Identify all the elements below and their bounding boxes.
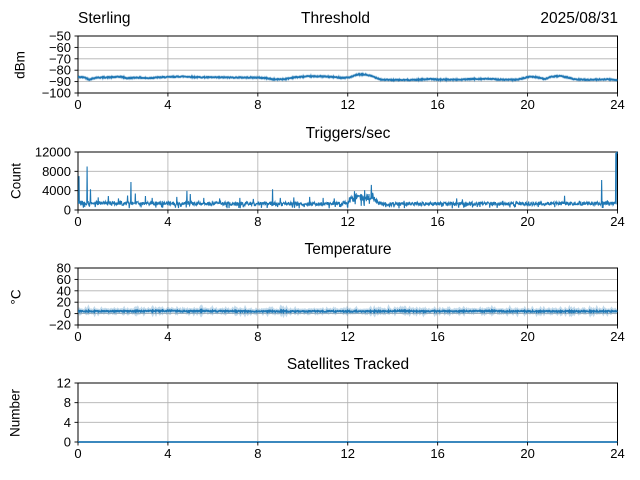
subplot-satellites: 0 4 8 12 16 20 24 0 4 8 12: [57, 376, 625, 462]
x-tick-label: 16: [430, 214, 444, 229]
subplot1-title-row: Sterling Threshold 2025/08/31: [78, 11, 618, 27]
y-tick-label: 40: [57, 283, 71, 298]
subplot2-ylabel: Count: [8, 162, 24, 200]
x-tick-label: 20: [520, 214, 534, 229]
x-tick-label: 12: [341, 214, 355, 229]
x-tick-label: 12: [341, 329, 355, 344]
y-tick-label: 80: [57, 261, 71, 276]
y-tick-label: 0: [64, 435, 71, 450]
subplot-threshold: 0 4 8 12 16 20 24 −100−90−80−70−60−50: [42, 29, 625, 113]
y-tick-label: −70: [49, 51, 71, 66]
y-tick-label: −50: [49, 29, 71, 44]
x-tick-label: 12: [341, 446, 355, 461]
data-line-triggers: [78, 151, 618, 209]
data-line-temperature: [78, 307, 618, 315]
y-tick-label: 4000: [42, 183, 71, 198]
x-tick-label: 4: [164, 97, 171, 112]
x-tick-label: 0: [74, 214, 81, 229]
x-tick-label: 8: [254, 214, 261, 229]
y-tick-label: −80: [49, 63, 71, 78]
x-tick-label: 24: [610, 446, 624, 461]
x-tick-label: 24: [610, 214, 624, 229]
x-tick-label: 4: [164, 329, 171, 344]
subplot3-ylabel: °C: [8, 288, 24, 305]
x-tick-label: 16: [430, 329, 444, 344]
x-tick-label: 16: [430, 97, 444, 112]
y-tick-label: 4: [64, 415, 71, 430]
subplot4-title: Satellites Tracked: [286, 356, 410, 373]
station-label: Sterling: [78, 10, 131, 27]
y-tick-label: −90: [49, 74, 71, 89]
y-tick-label: 20: [57, 295, 71, 310]
subplot1-ylabel: dBm: [12, 50, 28, 79]
x-tick-label: 0: [74, 97, 81, 112]
y-tick-label: 0: [64, 203, 71, 218]
subplot2-title: Triggers/sec: [305, 125, 391, 142]
subplot4-ylabel: Number: [7, 388, 23, 437]
subplot3-title: Temperature: [304, 241, 392, 258]
x-tick-label: 8: [254, 97, 261, 112]
y-tick-label: 8: [64, 395, 71, 410]
x-tick-label: 8: [254, 329, 261, 344]
y-tick-label: 60: [57, 272, 71, 287]
x-tick-label: 8: [254, 446, 261, 461]
x-tick-label: 20: [520, 97, 534, 112]
x-tick-label: 24: [610, 97, 624, 112]
x-tick-label: 4: [164, 214, 171, 229]
y-tick-label: 8000: [42, 164, 71, 179]
x-tick-label: 4: [164, 446, 171, 461]
date-label: 2025/08/31: [540, 10, 618, 27]
x-tick-label: 12: [341, 97, 355, 112]
y-tick-label: 12000: [35, 145, 71, 160]
y-tick-label: −20: [49, 318, 71, 333]
x-tick-label: 24: [610, 329, 624, 344]
x-tick-label: 20: [520, 446, 534, 461]
y-tick-label: 12: [57, 376, 71, 391]
data-line-threshold: [78, 72, 618, 82]
subplot-triggers: 0 4 8 12 16 20 24 0 4000 8000 12000: [35, 145, 625, 230]
x-tick-label: 20: [520, 329, 534, 344]
y-tick-label: −100: [42, 86, 71, 101]
x-tick-label: 0: [74, 446, 81, 461]
x-tick-label: 0: [74, 329, 81, 344]
y-tick-label: 0: [64, 306, 71, 321]
subplot1-title: Threshold: [301, 10, 370, 27]
x-tick-label: 16: [430, 446, 444, 461]
y-tick-label: −60: [49, 40, 71, 55]
